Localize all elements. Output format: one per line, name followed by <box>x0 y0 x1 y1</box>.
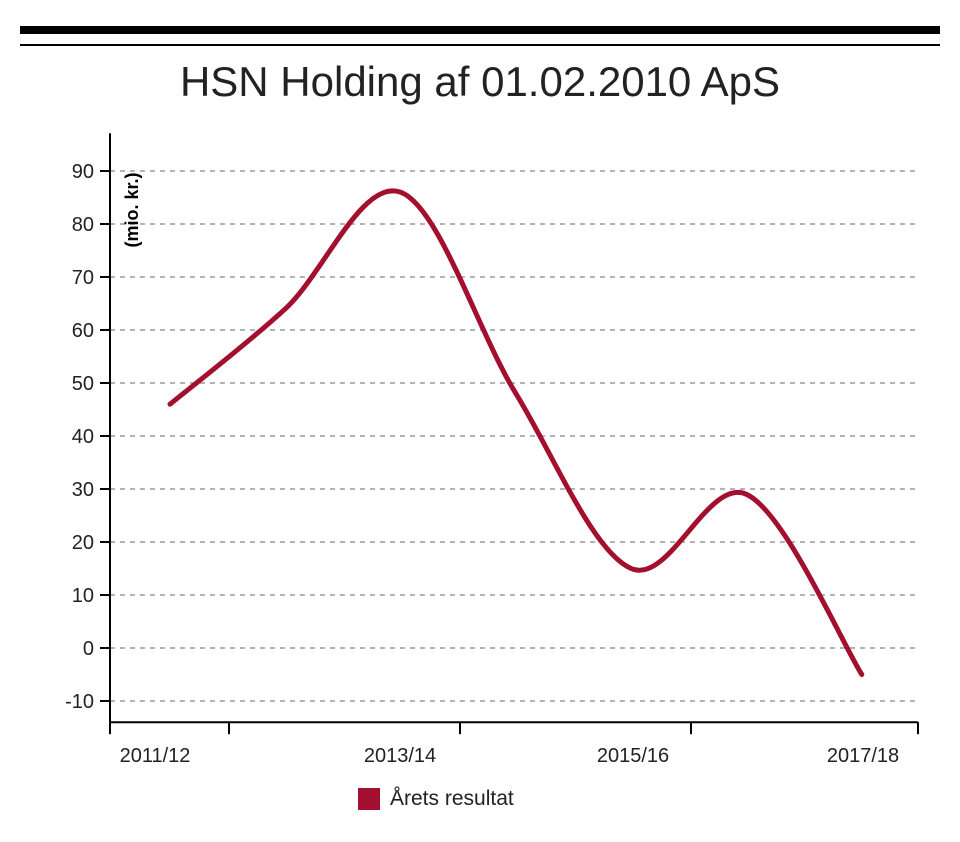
gridlines <box>110 170 918 702</box>
y-tick-label: 80 <box>72 214 94 236</box>
y-tick-label: -10 <box>65 691 94 713</box>
y-axis-ticks: 90 80 70 60 50 40 30 20 10 0 -10 <box>65 161 110 713</box>
x-axis-ticks: 2011/12 2013/14 2015/16 2017/18 <box>109 722 919 767</box>
y-tick-label: 40 <box>72 426 94 448</box>
series-group <box>167 188 865 677</box>
top-rule-thin <box>20 44 940 46</box>
legend-label: Årets resultat <box>390 787 514 810</box>
y-tick-label: 10 <box>72 585 94 607</box>
x-tick-label: 2017/18 <box>827 745 899 767</box>
x-tick-label: 2015/16 <box>597 745 669 767</box>
top-rule-thick <box>20 26 940 34</box>
legend: Årets resultat <box>358 786 514 812</box>
y-tick-label: 70 <box>72 267 94 289</box>
y-tick-label: 60 <box>72 320 94 342</box>
x-tick-label: 2013/14 <box>364 745 436 767</box>
y-tick-label: 0 <box>83 638 94 660</box>
y-tick-label: 90 <box>72 161 94 183</box>
legend-swatch <box>358 788 380 810</box>
y-axis-title: (mio. kr.) <box>122 172 142 247</box>
series-line <box>167 188 865 677</box>
chart-title: HSN Holding af 01.02.2010 ApS <box>179 58 781 105</box>
y-tick-label: 50 <box>72 373 94 395</box>
x-tick-label: 2011/12 <box>120 745 191 767</box>
y-tick-label: 30 <box>72 479 94 501</box>
y-tick-label: 20 <box>72 532 94 554</box>
